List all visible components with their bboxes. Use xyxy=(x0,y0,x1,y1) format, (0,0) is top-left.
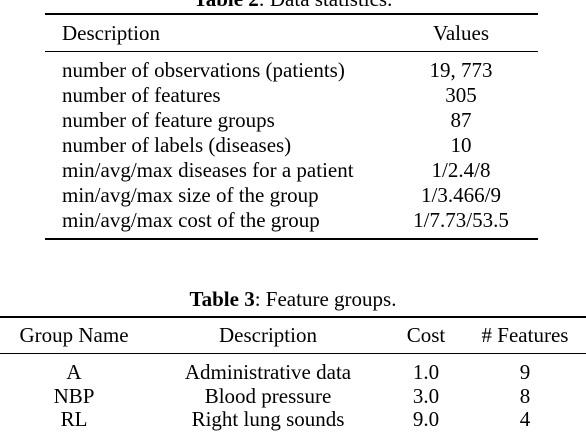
table3-row-features: 9 xyxy=(519,360,531,384)
table3-row-description: Blood pressure xyxy=(204,384,332,408)
table2-row-description: min/avg/max size of the group xyxy=(62,183,319,207)
table3-row-features: 8 xyxy=(519,384,531,408)
table3-caption-text: : Feature groups. xyxy=(254,287,397,311)
table2-row-description: min/avg/max diseases for a patient xyxy=(62,158,354,182)
table2-caption: Table 2: Data statistics. xyxy=(0,0,586,11)
table2-row-value: 1/2.4/8 xyxy=(431,158,491,182)
table3-row-description: Administrative data xyxy=(184,360,352,384)
table3-row-group-name: A xyxy=(66,360,82,384)
table2-row-description: number of features xyxy=(62,83,221,107)
table2-top-rule xyxy=(45,13,538,15)
table2-header-description: Description xyxy=(62,21,160,45)
table2-row-value: 10 xyxy=(450,133,472,157)
table3-row-group-name: NBP xyxy=(53,384,95,408)
table2-row-description: number of labels (diseases) xyxy=(62,133,292,157)
table3-mid-rule xyxy=(0,353,586,354)
table2-bottom-rule xyxy=(45,238,538,240)
table2-row-value: 1/7.73/53.5 xyxy=(413,208,509,232)
table3-caption: Table 3: Feature groups. xyxy=(0,287,586,311)
table3-row-cost: 1.0 xyxy=(412,360,440,384)
table3-row-cost: 9.0 xyxy=(412,407,440,431)
table3-header-description: Description xyxy=(219,323,317,347)
table2-row-description: number of feature groups xyxy=(62,108,275,132)
table3-row-cost: 3.0 xyxy=(412,384,440,408)
table2-row-description: number of observations (patients) xyxy=(62,58,345,82)
table2-row-description: min/avg/max cost of the group xyxy=(62,208,320,232)
table3-top-rule xyxy=(0,316,586,318)
table2-row-value: 87 xyxy=(450,108,472,132)
table2-row-value: 1/3.466/9 xyxy=(421,183,501,207)
table2-header-values: Values xyxy=(433,21,489,45)
table2-caption-label: Table 2 xyxy=(194,0,259,11)
table3-header-group-name: Group Name xyxy=(19,323,129,347)
table3-caption-label: Table 3 xyxy=(189,287,255,311)
table3-row-group-name: RL xyxy=(60,407,88,431)
table3-row-description: Right lung sounds xyxy=(191,407,345,431)
table3-header-cost: Cost xyxy=(406,323,446,347)
table2-caption-text: : Data statistics. xyxy=(259,0,393,11)
table3-header-features: # Features xyxy=(481,323,569,347)
table2-row-value: 305 xyxy=(445,83,477,107)
table2-mid-rule xyxy=(45,51,538,52)
table2-row-value: 19, 773 xyxy=(429,58,493,82)
table3-row-features: 4 xyxy=(519,407,531,431)
